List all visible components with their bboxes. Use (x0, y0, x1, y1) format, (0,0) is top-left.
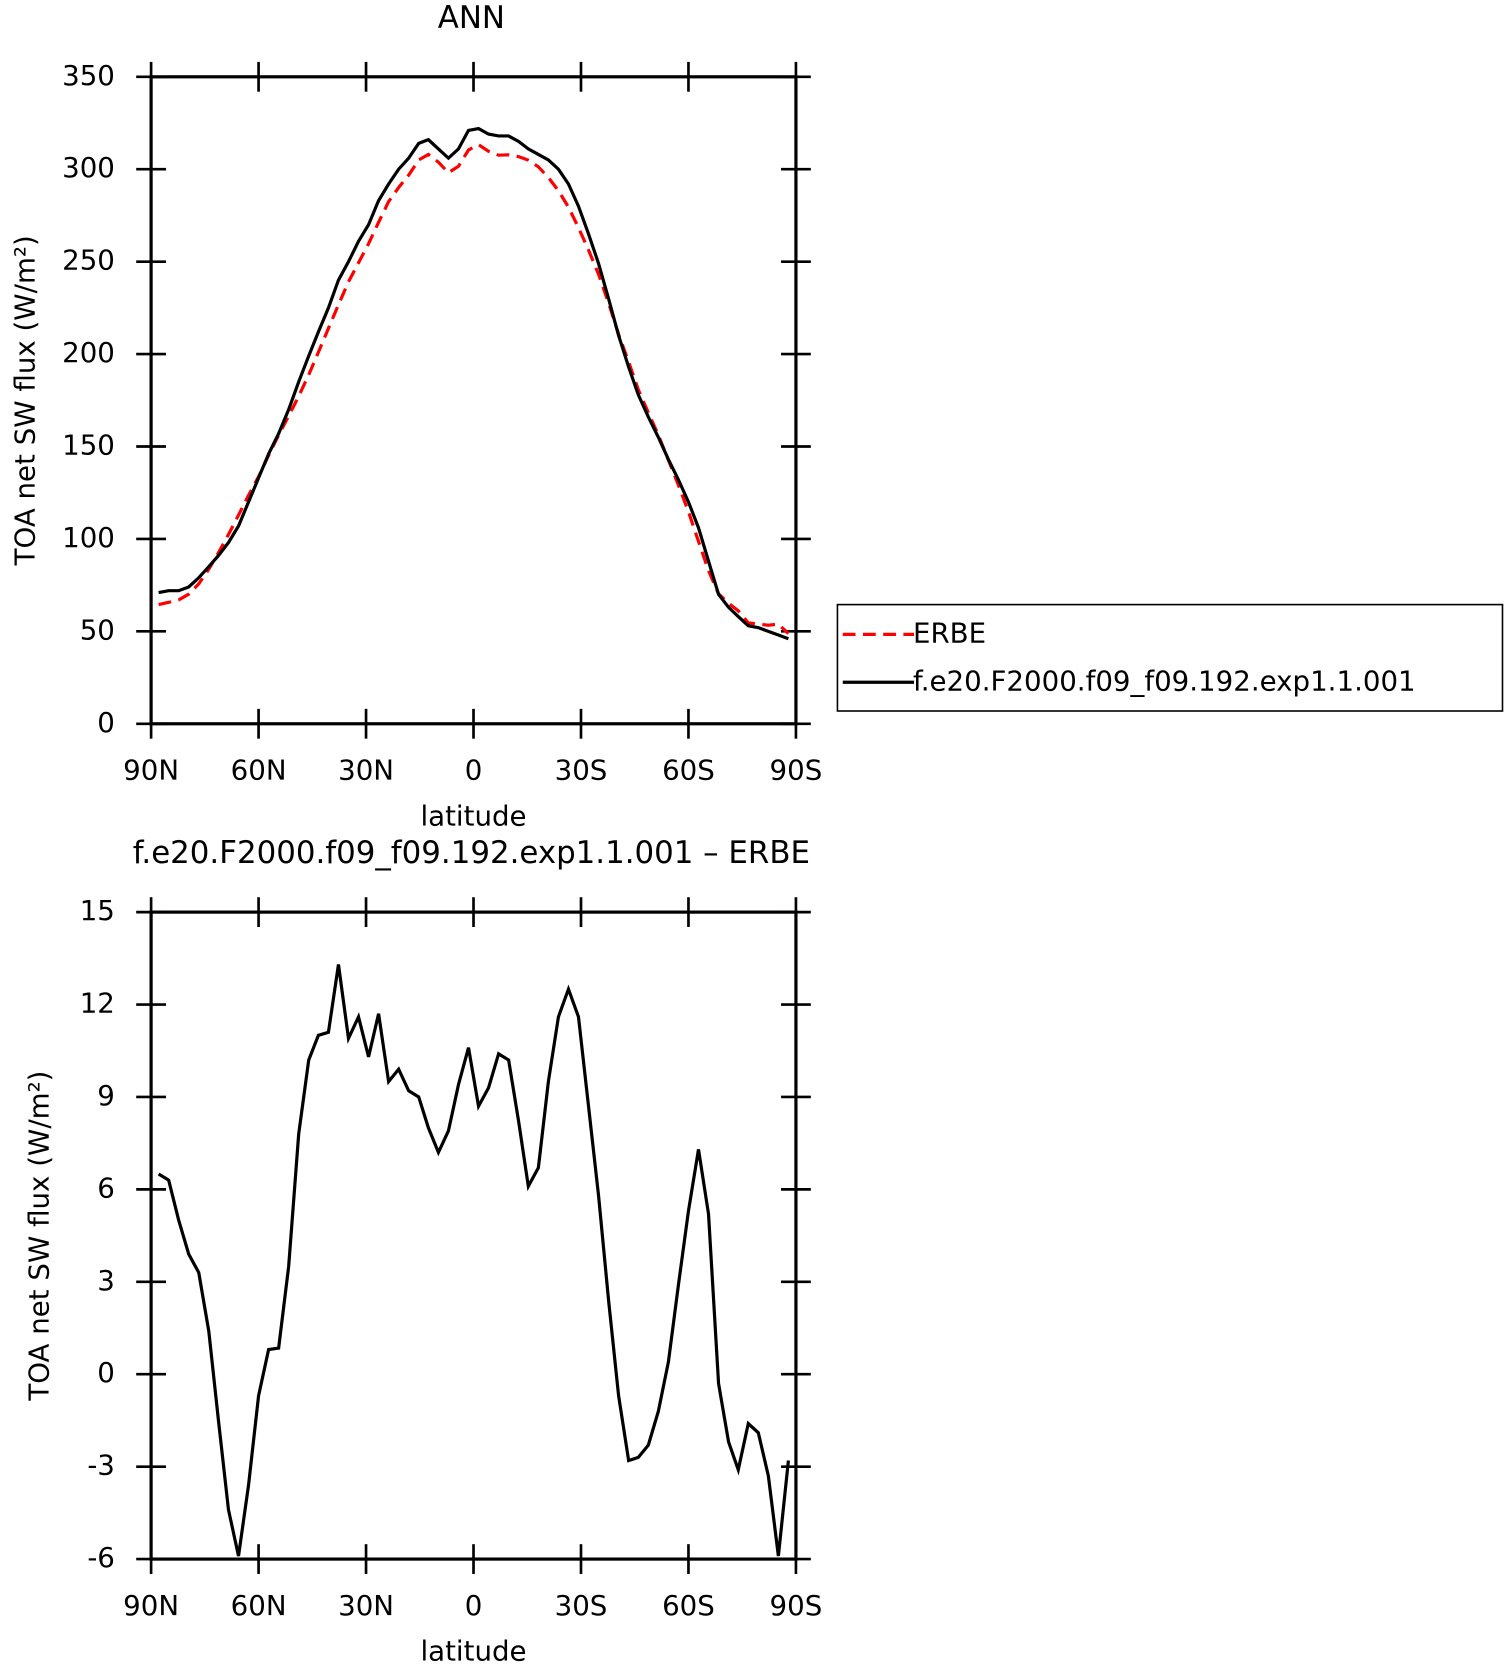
plot-frame (149, 910, 798, 1561)
y-axis-label: TOA net SW flux (W/m²) (9, 235, 42, 566)
x-tick-label: 90S (770, 754, 823, 787)
y-tick-label: 6 (97, 1171, 115, 1204)
y-tick-label: 50 (80, 613, 115, 646)
x-axis-label: latitude (420, 1635, 526, 1668)
y-tick-label: 9 (97, 1079, 115, 1112)
x-tick-label: 60S (662, 1589, 715, 1622)
x-tick-label: 90S (770, 1589, 823, 1622)
x-tick-label: 30N (338, 1589, 394, 1622)
chart-title: ANN (438, 0, 505, 36)
x-tick-label: 60S (662, 754, 715, 787)
x-tick-label: 30S (555, 1589, 608, 1622)
y-tick-label: -6 (87, 1541, 115, 1574)
y-axis-label: TOA net SW flux (W/m²) (22, 1071, 55, 1402)
data-line (157, 964, 790, 1557)
y-tick-label: 200 (62, 336, 115, 369)
data-line (158, 142, 790, 635)
legend-label: ERBE (913, 616, 986, 649)
x-tick-label: 60N (231, 1589, 287, 1622)
y-tick-label: -3 (87, 1449, 115, 1482)
y-tick-label: 300 (62, 151, 115, 184)
chart-title: f.e20.F2000.f09_f09.192.exp1.1.001 – ERB… (133, 835, 810, 871)
x-axis-label: latitude (420, 799, 526, 832)
x-tick-label: 90N (123, 754, 179, 787)
y-tick-label: 15 (80, 894, 115, 927)
y-tick-label: 0 (97, 1356, 115, 1389)
x-tick-label: 30N (338, 754, 394, 787)
legend-box (836, 603, 1504, 712)
data-line (158, 126, 789, 641)
y-tick-label: 3 (97, 1264, 115, 1297)
plot-frame (149, 75, 798, 726)
y-tick-label: 100 (62, 521, 115, 554)
x-tick-label: 90N (123, 1589, 179, 1622)
x-tick-label: 30S (555, 754, 608, 787)
x-tick-label: 0 (465, 754, 483, 787)
x-tick-label: 60N (231, 754, 287, 787)
y-tick-label: 0 (97, 706, 115, 739)
y-tick-label: 12 (80, 987, 115, 1020)
y-tick-label: 150 (62, 429, 115, 462)
y-tick-label: 250 (62, 244, 115, 277)
legend-label: f.e20.F2000.f09_f09.192.exp1.1.001 (913, 664, 1416, 697)
x-tick-label: 0 (465, 1589, 483, 1622)
y-tick-label: 350 (62, 59, 115, 92)
